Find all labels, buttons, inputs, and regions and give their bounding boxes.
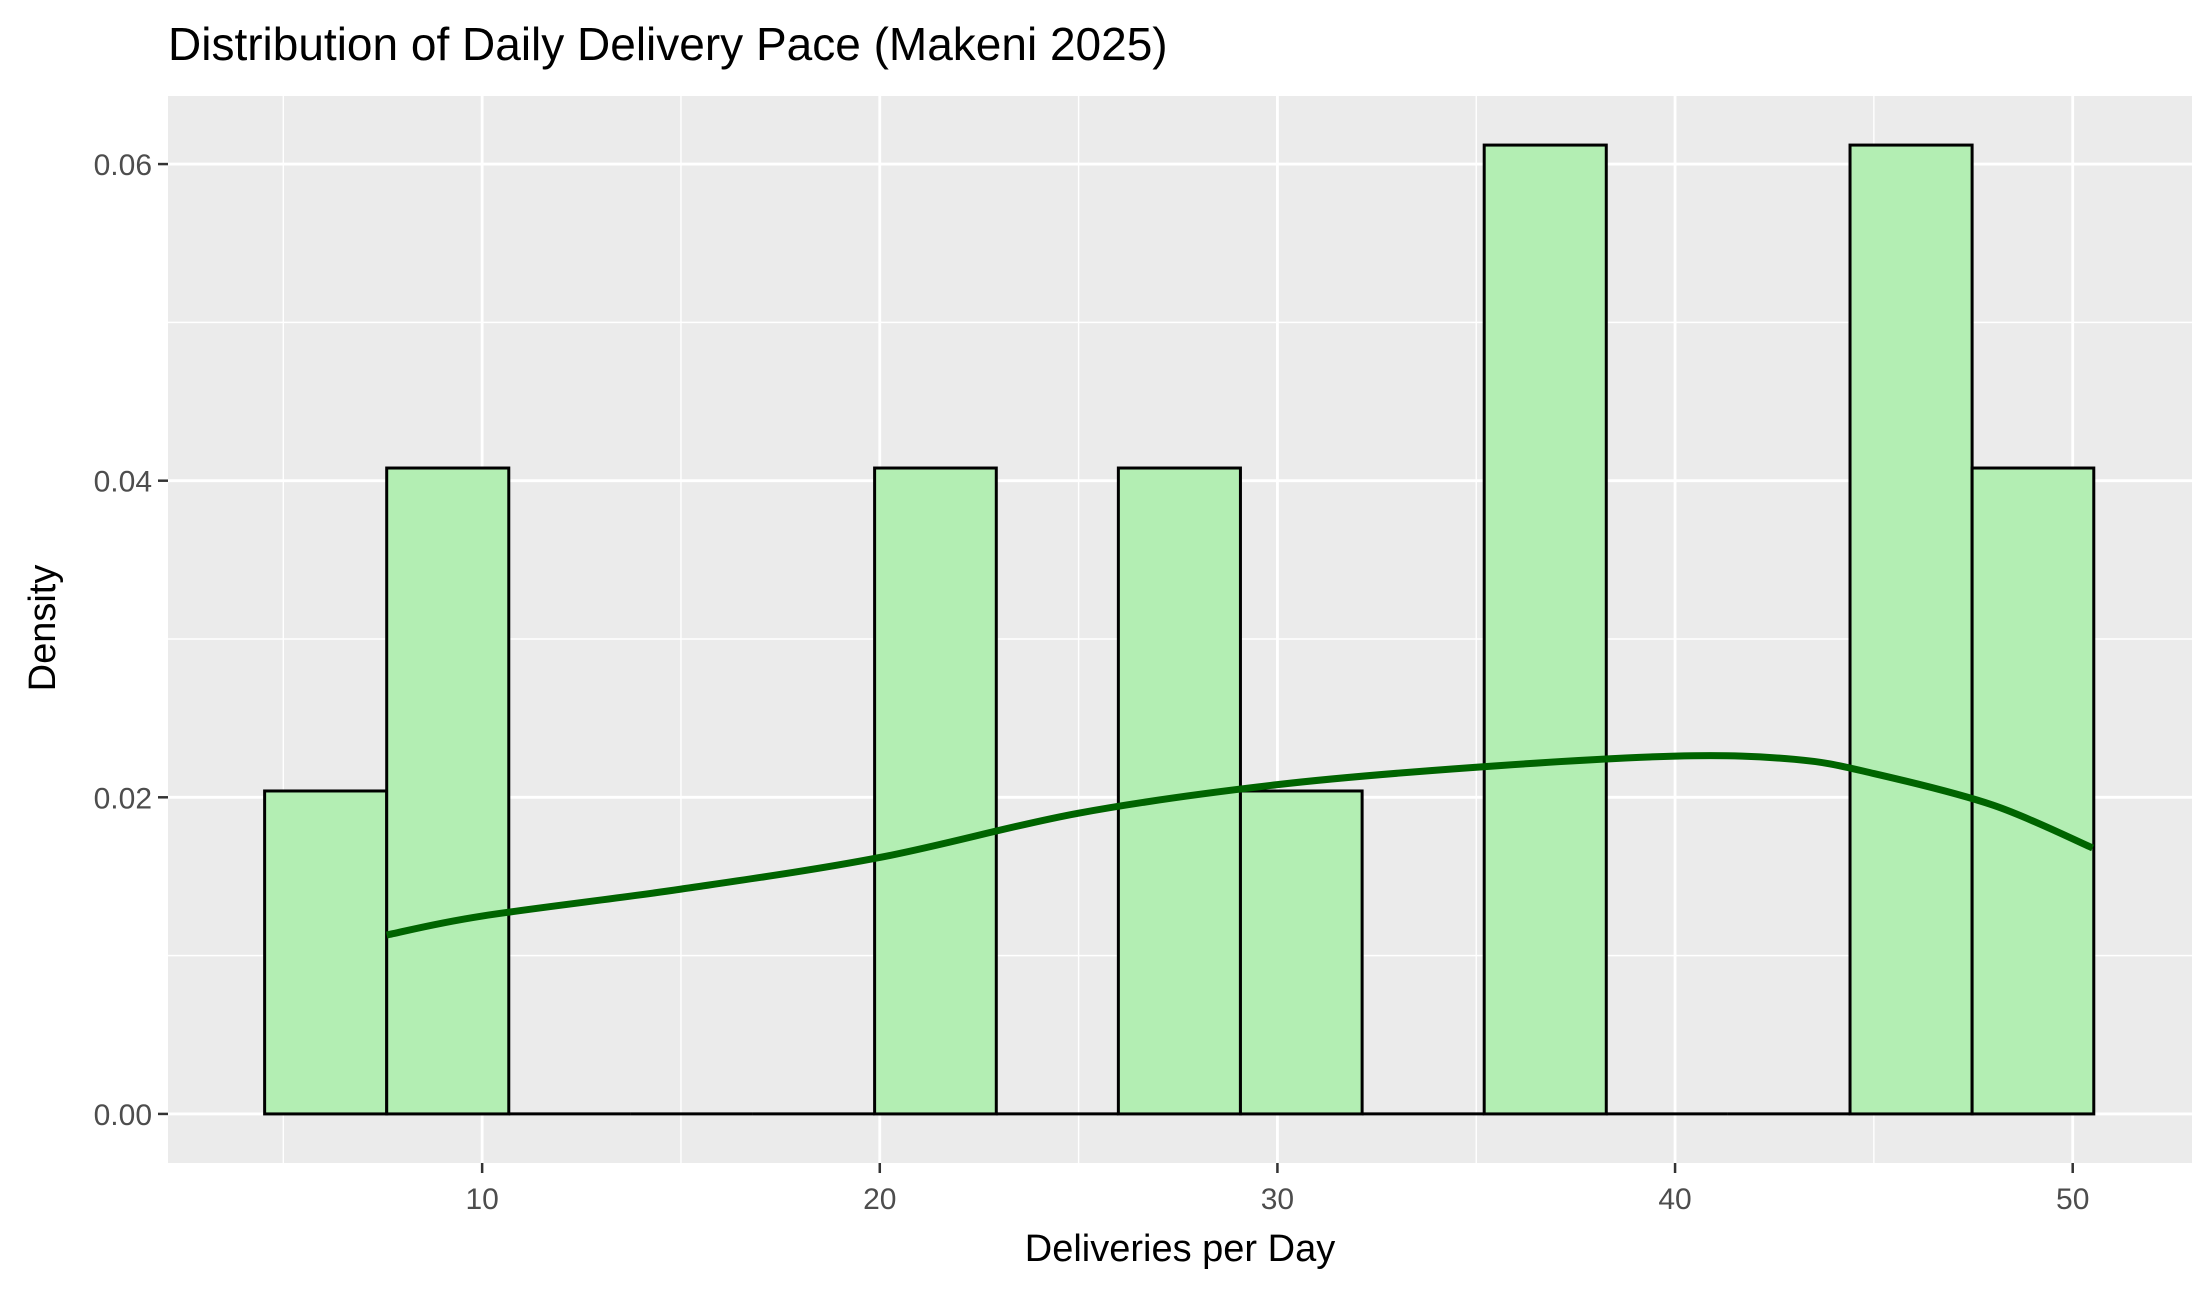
- histogram-bar: [1482, 143, 1608, 1116]
- histogram-bar: [1238, 789, 1364, 1116]
- histogram-bar: [1848, 143, 1974, 1116]
- density-curve-group: [386, 752, 2094, 939]
- histogram-bar: [873, 466, 998, 1116]
- x-tick-label: 10: [465, 1183, 498, 1216]
- x-tick-label: 40: [1658, 1183, 1691, 1216]
- x-tick-label: 50: [2056, 1183, 2089, 1216]
- axes: 10 20 30 40 50 0.00 0.02 0.04 0.06: [94, 149, 2090, 1216]
- y-tick-label: 0.06: [94, 149, 152, 182]
- histogram-bars: [263, 143, 2096, 1116]
- histogram-bar: [385, 466, 511, 1116]
- density-curve: [386, 752, 2094, 939]
- y-tick-label: 0.00: [94, 1099, 152, 1132]
- histogram-bar: [1970, 466, 2096, 1116]
- x-axis-title: Deliveries per Day: [1025, 1228, 1335, 1270]
- chart-title: Distribution of Daily Delivery Pace (Mak…: [168, 18, 1168, 70]
- x-tick-label: 20: [863, 1183, 896, 1216]
- histogram-bar: [263, 789, 389, 1116]
- x-tick-label: 30: [1261, 1183, 1294, 1216]
- y-tick-label: 0.02: [94, 782, 152, 815]
- y-axis-title: Density: [22, 565, 64, 692]
- y-tick-label: 0.04: [94, 466, 152, 499]
